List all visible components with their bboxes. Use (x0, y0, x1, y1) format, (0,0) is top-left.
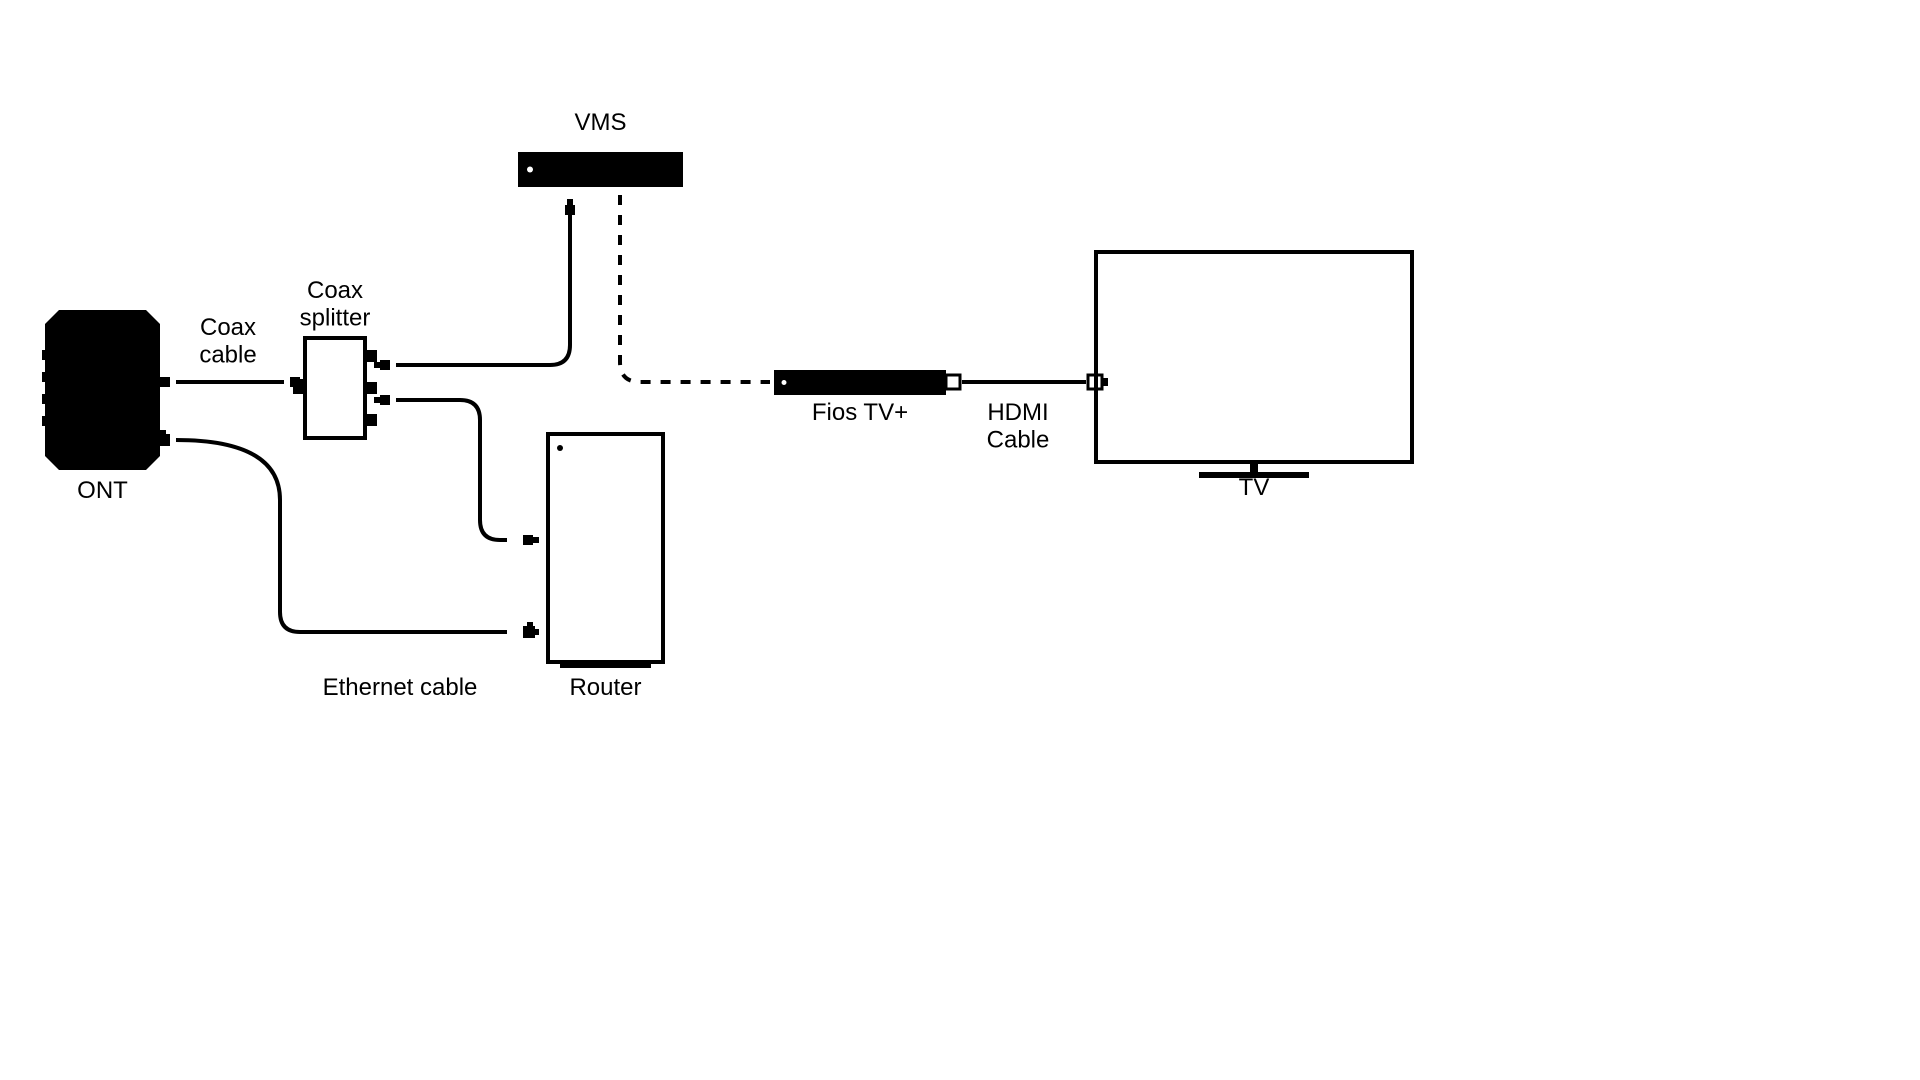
router-label: Router (569, 674, 641, 701)
ont-device (45, 310, 160, 470)
tv-label: TV (1239, 474, 1270, 501)
wiring-diagram: ONTCoaxsplitterVMSRouterFios TV+TVCoaxca… (0, 0, 1920, 1080)
vms-device (518, 152, 683, 187)
coax-splitter-label: splitter (300, 305, 371, 332)
connector-plug (565, 199, 575, 215)
connector-plug (374, 395, 390, 405)
rj45-plug (523, 622, 539, 638)
router-device (548, 434, 663, 662)
coax-to-router (396, 400, 507, 540)
coax-splitter-label: Coax (307, 277, 363, 304)
hdmi-label: Cable (987, 427, 1050, 454)
coax-splitter (305, 338, 365, 438)
tv-device (1096, 252, 1412, 462)
wireless-link (620, 195, 770, 382)
hdmi-label: HDMI (987, 399, 1048, 426)
ethernet-label: Ethernet cable (323, 674, 478, 701)
coax-cable-label: Coax (200, 314, 256, 341)
coax-to-vms (396, 215, 570, 365)
ont-label: ONT (77, 477, 128, 504)
ethernet-cable (176, 440, 507, 632)
coax-cable-label: cable (199, 342, 256, 369)
fios-tv-plus (774, 370, 946, 395)
fios-label: Fios TV+ (812, 399, 908, 426)
connector-plug (523, 535, 539, 545)
vms-label: VMS (574, 109, 626, 136)
